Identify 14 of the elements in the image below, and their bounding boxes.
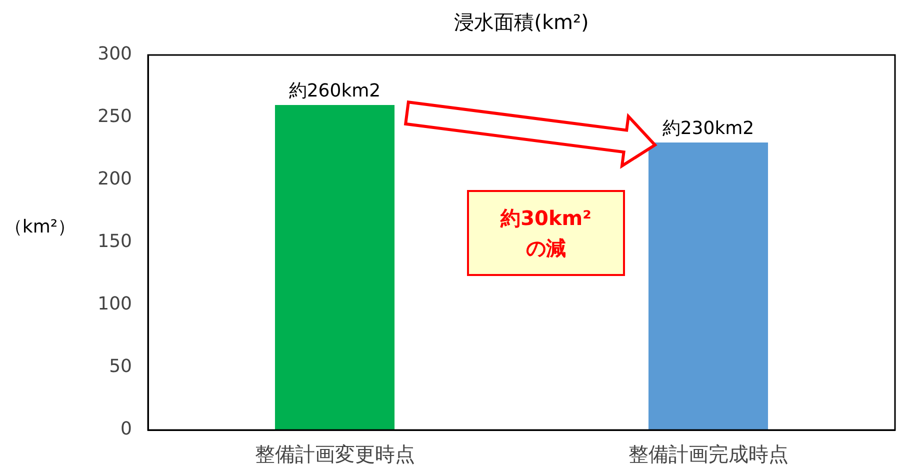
data-label: 約230km2: [662, 118, 754, 140]
x-tick-label: 整備計画完成時点: [628, 442, 788, 466]
chart-title: 浸水面積(km²): [454, 10, 589, 34]
y-tick-label: 50: [109, 356, 132, 378]
y-tick-label: 100: [98, 294, 132, 315]
y-tick-label: 200: [98, 168, 132, 190]
data-label: 約260km2: [288, 80, 381, 102]
callout-box: 約30km² の減: [467, 190, 625, 276]
x-tick-label: 整備計画変更時点: [254, 442, 415, 466]
y-axis-title: （km²）: [4, 216, 76, 238]
y-tick-label: 250: [98, 106, 132, 128]
y-tick-label: 300: [98, 44, 132, 65]
y-tick-label: 0: [120, 418, 132, 440]
y-tick-label: 150: [98, 231, 132, 252]
